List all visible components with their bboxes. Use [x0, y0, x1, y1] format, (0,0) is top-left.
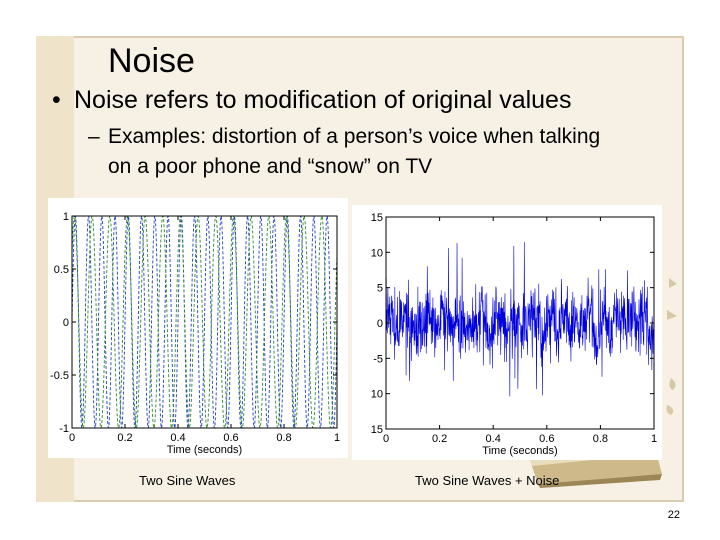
x-tick-label: 0.4	[170, 432, 185, 444]
page-number: 22	[667, 509, 680, 521]
y-tick-label: -5	[373, 353, 383, 365]
x-tick-label: 1	[651, 433, 657, 445]
slide-title: Noise	[108, 42, 195, 80]
sub-bullet-text-line2: on a poor phone and “snow” on TV	[108, 155, 433, 178]
bullet-symbol: •	[52, 86, 61, 114]
bullet-point: • Noise refers to modification of origina…	[52, 86, 571, 115]
x-tick-label: 0.8	[593, 433, 608, 445]
x-tick-label: 1	[334, 432, 340, 444]
x-tick-label: 0.2	[117, 432, 132, 444]
series-line-1	[72, 216, 337, 428]
y-tick-label: -0.5	[50, 370, 69, 382]
sub-bullet-symbol: –	[88, 125, 100, 148]
left-chart-caption: Two Sine Waves	[139, 473, 236, 488]
right-chart: 0 0.2 0.4 0.6 0.8 1 15 10 5 0 -5 10 15 Time (seconds)	[352, 205, 662, 460]
x-tick-label: 0.8	[276, 432, 291, 444]
x-tick-label: 0.4	[486, 433, 501, 445]
sub-bullet-text-line1: Examples: distortion of a person’s voice…	[108, 125, 601, 148]
x-tick-label: 0.6	[539, 433, 554, 445]
right-chart-caption: Two Sine Waves + Noise	[415, 473, 560, 488]
y-tick-label: 1	[63, 211, 69, 223]
y-tick-label: 10	[371, 389, 383, 401]
x-tick-label: 0.2	[432, 433, 447, 445]
y-tick-label: 0	[63, 317, 69, 329]
noisy-sine-waves-chart: 0 0.2 0.4 0.6 0.8 1 15 10 5 0 -5 10 15 Time (seconds)	[371, 212, 657, 457]
y-tick-label: 5	[377, 283, 383, 295]
y-tick-label: 15	[371, 424, 383, 436]
book-edge-decoration	[666, 278, 677, 415]
y-tick-label: 0.5	[54, 264, 69, 276]
x-tick-label: 0	[383, 433, 389, 445]
y-tick-label: -1	[59, 423, 69, 435]
y-tick-label: 10	[371, 247, 383, 259]
x-axis-label: Time (seconds)	[167, 444, 242, 456]
x-tick-label: 0	[69, 432, 75, 444]
noisy-series-line	[386, 242, 654, 397]
y-tick-label: 15	[371, 212, 383, 224]
two-sine-waves-chart: 0 0.2 0.4 0.6 0.8 1 1 0.5 0 -0.5 -1 Time (seconds)	[50, 211, 340, 456]
left-chart: 0 0.2 0.4 0.6 0.8 1 1 0.5 0 -0.5 -1 Time (seconds)	[48, 198, 348, 458]
bullet-text: Noise refers to modification of original…	[74, 86, 572, 114]
x-axis-label: Time (seconds)	[482, 445, 557, 457]
y-tick-label: 0	[377, 318, 383, 330]
x-tick-label: 0.6	[223, 432, 238, 444]
sub-bullet-point: – Examples: distortion of a person’s voi…	[88, 122, 688, 182]
